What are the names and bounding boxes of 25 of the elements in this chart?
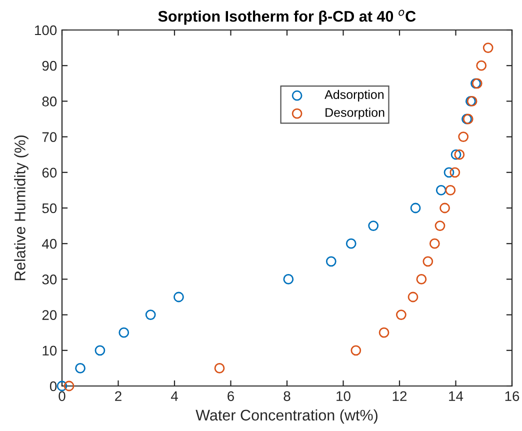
- y-tick-label: 90: [42, 60, 57, 71]
- x-tick-label: 2: [115, 391, 122, 401]
- y-tick-label: 80: [42, 96, 57, 106]
- x-tick-label: 8: [284, 391, 290, 402]
- y-tick-label: 100: [35, 25, 57, 36]
- y-tick-label: 20: [42, 310, 57, 320]
- y-tick-label: 30: [42, 274, 57, 284]
- chart-title: Sorption Isotherm for β-CD at 40 $^{o}$C: [158, 10, 416, 25]
- legend-label: Desorption: [326, 108, 384, 120]
- legend-label: Adsorption: [324, 90, 384, 102]
- x-axis-title: Water Concentration (wt%): [196, 409, 378, 424]
- y-tick-label: 60: [42, 168, 57, 178]
- x-tick-label: 6: [228, 391, 234, 402]
- x-tick-label: 0: [58, 391, 66, 402]
- y-tick-label: 0: [50, 381, 57, 392]
- y-tick-label: 40: [42, 238, 57, 249]
- y-tick-label: 50: [42, 203, 57, 214]
- x-tick-label: 10: [336, 391, 350, 402]
- x-tick-label: 14: [449, 391, 464, 401]
- y-axis-title: Relative Humidity (%): [14, 136, 28, 280]
- x-tick-label: 4: [170, 391, 178, 401]
- y-tick-label: 70: [42, 132, 57, 142]
- x-tick-label: 16: [505, 391, 520, 402]
- x-tick-label: 12: [392, 391, 407, 401]
- y-tick-label: 10: [42, 346, 57, 356]
